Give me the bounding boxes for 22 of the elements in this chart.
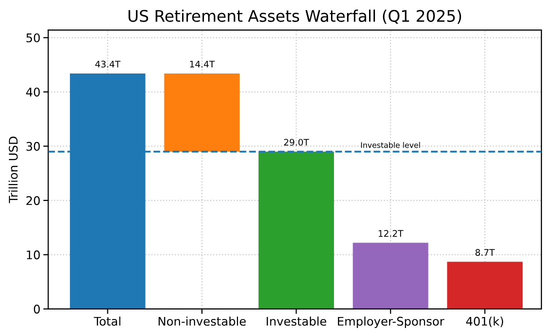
data-label: 14.4T bbox=[190, 60, 215, 68]
data-label: 29.0T bbox=[284, 138, 310, 146]
y-tick-label: 0 bbox=[34, 304, 40, 314]
x-tick-label: Investable bbox=[266, 316, 326, 326]
bar bbox=[164, 73, 240, 152]
y-tick-label: 30 bbox=[26, 142, 40, 151]
data-label: 43.4T bbox=[95, 60, 120, 68]
x-tick-label: Non-investable bbox=[158, 316, 246, 326]
y-tick-label: 10 bbox=[26, 250, 40, 260]
x-tick-label: Total bbox=[94, 316, 120, 326]
y-tick-label: 50 bbox=[26, 33, 40, 42]
bar bbox=[258, 152, 334, 309]
x-tick-label: 401(k) bbox=[466, 316, 504, 328]
y-tick-label: 40 bbox=[26, 88, 40, 97]
y-axis-title: Trillion USD bbox=[8, 136, 18, 204]
data-label: 8.7T bbox=[476, 249, 495, 256]
bar bbox=[352, 242, 428, 309]
chart-title: US Retirement Assets Waterfall (Q1 2025) bbox=[128, 10, 462, 24]
y-tick-label: 20 bbox=[26, 196, 40, 206]
x-tick-label: Employer-Sponsor bbox=[338, 316, 444, 328]
bar bbox=[447, 262, 523, 309]
data-label: 12.2T bbox=[378, 230, 404, 237]
